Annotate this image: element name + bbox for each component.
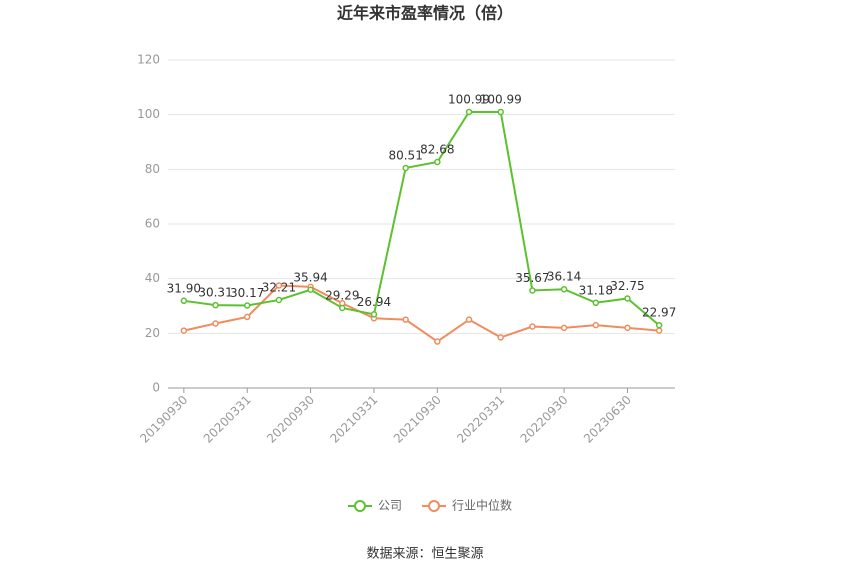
- point: [434, 158, 441, 166]
- point: [529, 323, 536, 330]
- legend-label: 公司: [378, 499, 402, 513]
- x-tick-label: 20190930: [137, 393, 190, 446]
- point: [275, 282, 283, 289]
- data-label: 30.17: [230, 286, 264, 300]
- data-label: 29.29: [325, 288, 359, 302]
- point: [465, 316, 473, 323]
- x-tick-label: 20210331: [327, 393, 380, 446]
- point: [212, 301, 219, 309]
- data-label: 32.21: [262, 280, 296, 294]
- point: [624, 324, 631, 332]
- y-tick-label: 60: [145, 217, 160, 231]
- data-label: 35.94: [293, 270, 327, 284]
- legend-label: 行业中位数: [452, 498, 512, 513]
- point: [624, 295, 631, 302]
- point: [402, 164, 409, 172]
- point: [275, 296, 283, 304]
- point: [434, 338, 441, 345]
- data-label: 26.94: [357, 295, 391, 309]
- point: [655, 321, 663, 329]
- point: [560, 285, 568, 293]
- point: [180, 327, 188, 334]
- data-label: 35.67: [515, 271, 549, 285]
- y-tick-label: 20: [145, 326, 160, 340]
- data-label: 30.31: [198, 286, 232, 300]
- point: [497, 334, 504, 341]
- data-label: 31.90: [167, 281, 201, 295]
- data-label: 36.14: [547, 270, 581, 284]
- data-label: 100.99: [448, 92, 490, 106]
- x-tick-label: 20230630: [581, 393, 634, 446]
- y-tick-label: 100: [137, 107, 160, 121]
- point: [243, 313, 251, 321]
- chart-title: 近年来市盈率情况（倍）: [337, 4, 513, 23]
- point: [212, 320, 219, 327]
- data-label: 32.75: [610, 279, 644, 293]
- point: [560, 324, 568, 332]
- data-label: 100.99: [480, 92, 522, 106]
- point: [402, 316, 409, 323]
- point: [307, 286, 314, 294]
- data-label: 82.68: [420, 143, 454, 157]
- y-tick-label: 0: [152, 381, 160, 395]
- point: [592, 299, 600, 307]
- series-line: [183, 110, 660, 326]
- y-tick-label: 40: [145, 271, 160, 285]
- y-tick-label: 80: [145, 162, 160, 176]
- data-label: 80.51: [388, 148, 422, 162]
- data-label: 31.18: [579, 283, 613, 297]
- x-tick-label: 20210930: [391, 393, 444, 446]
- point: [497, 108, 504, 116]
- point: [655, 327, 663, 334]
- point: [339, 304, 346, 312]
- x-tick-label: 20200930: [264, 393, 317, 446]
- point: [465, 108, 473, 116]
- point: [180, 297, 188, 305]
- x-tick-label: 20220331: [454, 393, 507, 446]
- source: 数据来源：恒生聚源: [366, 547, 483, 562]
- point: [592, 321, 600, 329]
- y-tick-label: 120: [137, 53, 160, 67]
- series-line: [183, 284, 660, 343]
- x-tick-label: 20220930: [518, 393, 571, 446]
- data-label: 22.97: [642, 306, 676, 320]
- point: [370, 311, 378, 318]
- legend-marker: [354, 500, 366, 512]
- point: [243, 302, 251, 309]
- legend-marker: [428, 500, 441, 512]
- point: [529, 287, 536, 294]
- x-tick-label: 20200331: [201, 393, 254, 446]
